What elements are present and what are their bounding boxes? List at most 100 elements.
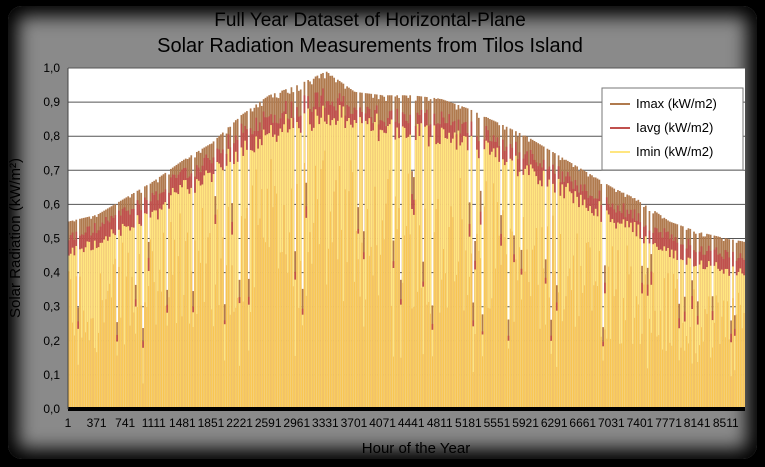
y-tick-label: 0,9 bbox=[43, 95, 60, 109]
daily-profile-mark bbox=[393, 356, 394, 409]
daily-profile-mark bbox=[265, 242, 266, 409]
daily-profile-mark bbox=[227, 206, 229, 409]
daily-profile-mark bbox=[302, 325, 304, 409]
daily-profile-mark bbox=[537, 284, 539, 409]
daily-profile-mark bbox=[519, 247, 521, 409]
daily-profile-mark bbox=[684, 350, 686, 409]
daily-profile-mark bbox=[354, 281, 355, 409]
daily-profile-mark bbox=[94, 347, 96, 409]
daily-profile-mark bbox=[68, 271, 70, 409]
daily-profile-mark bbox=[381, 220, 383, 409]
daily-profile-mark bbox=[547, 226, 548, 409]
daily-profile-mark bbox=[712, 347, 713, 409]
daily-profile-mark bbox=[535, 228, 537, 409]
daily-profile-mark bbox=[643, 284, 645, 409]
daily-profile-mark bbox=[124, 344, 125, 409]
daily-profile-mark bbox=[675, 288, 676, 409]
imin-bar bbox=[129, 230, 131, 409]
daily-profile-mark bbox=[342, 301, 344, 409]
daily-profile-mark bbox=[678, 360, 680, 409]
daily-profile-mark bbox=[190, 271, 192, 409]
daily-profile-mark bbox=[239, 365, 240, 409]
daily-profile-mark bbox=[231, 265, 233, 409]
daily-profile-mark bbox=[98, 332, 99, 409]
daily-profile-mark bbox=[328, 248, 329, 409]
daily-profile-mark bbox=[396, 229, 398, 409]
daily-profile-mark bbox=[619, 343, 621, 409]
daily-profile-mark bbox=[717, 302, 719, 409]
imin-bar bbox=[175, 192, 178, 409]
daily-profile-mark bbox=[378, 295, 380, 409]
imin-bar bbox=[670, 249, 673, 409]
imin-bar bbox=[618, 223, 621, 409]
daily-profile-mark bbox=[552, 215, 554, 409]
daily-profile-mark bbox=[224, 360, 226, 409]
daily-profile-mark bbox=[81, 337, 83, 409]
daily-profile-mark bbox=[676, 279, 678, 409]
daily-profile-mark bbox=[444, 273, 446, 409]
daily-profile-mark bbox=[292, 286, 294, 409]
daily-profile-mark bbox=[660, 310, 662, 409]
daily-profile-mark bbox=[526, 249, 528, 409]
imin-bar bbox=[242, 155, 245, 409]
x-tick-label: 6661 bbox=[569, 416, 596, 430]
daily-profile-mark bbox=[576, 233, 578, 409]
daily-profile-mark bbox=[723, 300, 725, 409]
daily-profile-mark bbox=[350, 160, 352, 409]
daily-profile-mark bbox=[183, 294, 185, 409]
daily-profile-mark bbox=[563, 309, 565, 409]
daily-profile-mark bbox=[294, 355, 296, 409]
daily-profile-mark bbox=[304, 162, 305, 409]
daily-profile-mark bbox=[587, 242, 589, 409]
daily-profile-mark bbox=[255, 169, 257, 409]
daily-profile-mark bbox=[283, 204, 285, 409]
daily-profile-mark bbox=[534, 245, 535, 409]
imin-bar bbox=[73, 255, 76, 409]
daily-profile-mark bbox=[329, 211, 331, 409]
daily-profile-mark bbox=[359, 296, 361, 409]
imin-bar bbox=[123, 226, 126, 409]
x-tick-label: 2961 bbox=[283, 416, 310, 430]
legend-label: Imax (kW/m2) bbox=[636, 96, 717, 111]
x-tick-label: 8141 bbox=[684, 416, 711, 430]
daily-profile-mark bbox=[636, 296, 637, 409]
daily-profile-mark bbox=[456, 274, 457, 409]
daily-profile-mark bbox=[697, 361, 699, 409]
imin-bar bbox=[188, 193, 191, 409]
daily-profile-mark bbox=[88, 340, 90, 409]
daily-profile-mark bbox=[398, 208, 400, 409]
imin-bar bbox=[578, 207, 580, 409]
daily-profile-mark bbox=[450, 206, 452, 409]
data-series bbox=[68, 71, 745, 409]
y-tick-label: 0,6 bbox=[43, 197, 60, 211]
x-tick-label: 8511 bbox=[713, 416, 739, 430]
imin-bar bbox=[466, 150, 469, 409]
x-tick-label: 371 bbox=[87, 416, 107, 430]
daily-profile-mark bbox=[569, 268, 571, 409]
imin-bar bbox=[563, 198, 565, 409]
daily-profile-mark bbox=[240, 216, 242, 409]
daily-profile-mark bbox=[257, 225, 259, 409]
daily-profile-mark bbox=[374, 186, 376, 409]
imin-bar bbox=[680, 259, 682, 409]
imin-bar bbox=[142, 347, 144, 409]
daily-profile-mark bbox=[671, 345, 673, 409]
daily-profile-mark bbox=[472, 372, 474, 409]
daily-profile-mark bbox=[578, 316, 580, 409]
daily-profile-mark bbox=[344, 189, 346, 409]
daily-profile-mark bbox=[140, 305, 142, 409]
daily-profile-mark bbox=[682, 322, 684, 409]
daily-profile-mark bbox=[726, 301, 728, 409]
daily-profile-mark bbox=[368, 255, 370, 409]
daily-profile-mark bbox=[593, 285, 595, 409]
daily-profile-mark bbox=[387, 179, 389, 409]
daily-profile-mark bbox=[309, 232, 311, 409]
daily-profile-mark bbox=[604, 329, 606, 409]
daily-profile-mark bbox=[454, 281, 456, 409]
daily-profile-mark bbox=[662, 349, 663, 409]
daily-profile-mark bbox=[428, 301, 430, 409]
daily-profile-mark bbox=[680, 347, 682, 409]
imin-bar bbox=[84, 247, 87, 409]
x-tick-label: 5921 bbox=[512, 416, 539, 430]
imin-bar bbox=[702, 268, 705, 409]
